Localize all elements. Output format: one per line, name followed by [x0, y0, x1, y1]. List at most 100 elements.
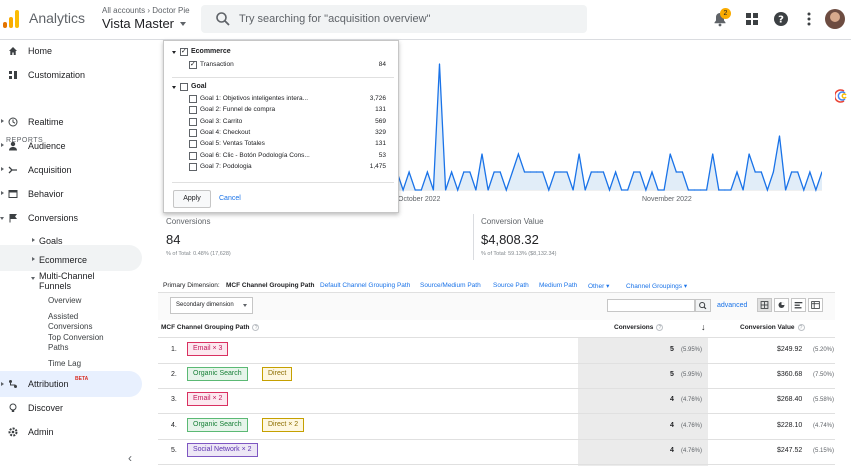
dimension-option-channel-groupings[interactable]: Channel Groupings ▾ [626, 283, 688, 290]
apply-button[interactable]: Apply [173, 190, 211, 208]
chart-point [590, 171, 592, 173]
channel-chip[interactable]: Social Network × 2 [187, 442, 258, 457]
help-icon[interactable]: ? [656, 324, 664, 331]
expand-arrow-icon[interactable] [1, 119, 4, 123]
table-search-button[interactable] [695, 299, 711, 312]
chart-point [639, 171, 641, 173]
search-input[interactable]: Try searching for "acquisition overview" [201, 5, 587, 33]
column-header-value[interactable]: Conversion Value? [740, 324, 805, 331]
goal-checkbox[interactable] [189, 106, 197, 115]
table-filter-input[interactable] [607, 299, 695, 312]
channel-chip[interactable]: Email × 2 [187, 392, 229, 407]
secondary-dimension-dropdown[interactable]: Secondary dimension [170, 297, 253, 314]
dimension-option-source[interactable]: Source Path [493, 282, 529, 289]
sidebar-item-assisted-conversions[interactable]: Assisted Conversions [48, 312, 92, 332]
sidebar-item-ecommerce[interactable]: Ecommerce [39, 255, 88, 265]
column-header-conversions[interactable]: Conversions? [614, 324, 664, 331]
help-icon[interactable]: ? [797, 324, 805, 331]
more-vert-icon[interactable] [801, 11, 817, 27]
row-conversions: 5 [670, 371, 674, 379]
sidebar-item-top-conversion-paths[interactable]: Top Conversion Paths [48, 333, 104, 353]
row-number: 4. [171, 421, 177, 429]
conversions-flag-icon [9, 214, 17, 223]
expand-arrow-icon[interactable] [1, 167, 4, 171]
goal-group-checkbox[interactable] [180, 83, 188, 91]
expand-arrow-icon[interactable] [1, 382, 4, 386]
column-header-path[interactable]: MCF Channel Grouping Path? [161, 324, 260, 331]
collapse-arrow-icon[interactable] [31, 277, 35, 280]
expand-arrow-icon[interactable] [32, 257, 35, 261]
help-icon[interactable]: ? [773, 11, 789, 27]
help-icon[interactable]: ? [252, 324, 260, 331]
collapse-arrow-icon[interactable] [0, 217, 4, 220]
view-selector[interactable]: Vista Master [102, 16, 175, 31]
apps-grid-icon[interactable] [744, 11, 760, 27]
cancel-button[interactable]: Cancel [219, 195, 241, 202]
chart-point [481, 153, 483, 155]
goal-checkbox[interactable] [189, 117, 197, 126]
channel-chip[interactable]: Organic Search [187, 417, 248, 432]
sidebar-item-admin[interactable]: Admin [28, 427, 54, 437]
sidebar-item-behavior[interactable]: Behavior [28, 189, 64, 199]
expand-arrow-icon[interactable] [32, 238, 35, 242]
table-view-icon[interactable] [757, 298, 772, 312]
sidebar-item-multi-channel[interactable]: Multi-Channel Funnels [39, 271, 95, 291]
table-row[interactable]: 4. Organic Search Direct × 2 4 (4.76%) $228.1… [158, 414, 835, 439]
sidebar-item-audience[interactable]: Audience [28, 141, 66, 151]
table-row[interactable]: 3. Email × 2 4 (4.76%) $268.40 (5.58%) [158, 388, 835, 413]
sidebar-item-realtime[interactable]: Realtime [28, 117, 64, 127]
goal-label: Goal 7: Podologia [200, 162, 252, 170]
dimension-option-default-channel[interactable]: Default Channel Grouping Path [320, 282, 411, 289]
sidebar-active-highlight [0, 371, 142, 397]
table-row[interactable]: 5. Social Network × 2 4 (4.76%) $247.52 (5.15… [158, 439, 835, 464]
account-breadcrumb[interactable]: All accounts › Doctor Pie [102, 6, 190, 15]
performance-view-icon[interactable] [791, 298, 806, 312]
sidebar-item-customization[interactable]: Customization [28, 70, 86, 80]
channel-chip[interactable]: Email × 3 [187, 342, 229, 356]
goal-count: 131 [375, 106, 386, 114]
goal-collapse-icon[interactable] [172, 86, 176, 89]
side-panel-logo-icon[interactable] [835, 88, 847, 104]
advanced-filter-link[interactable]: advanced [717, 302, 748, 309]
dimension-option-other[interactable]: Other ▾ [588, 283, 610, 290]
sidebar-item-overview[interactable]: Overview [48, 296, 82, 305]
sidebar-item-home[interactable]: Home [28, 46, 53, 56]
sidebar-item-goals[interactable]: Goals [39, 236, 63, 246]
goal-checkbox[interactable] [189, 128, 197, 137]
dimension-option-source-medium[interactable]: Source/Medium Path [420, 282, 481, 289]
chart-point [657, 189, 659, 191]
goal-checkbox[interactable] [189, 162, 197, 171]
pivot-view-icon[interactable] [808, 298, 823, 312]
channel-chip[interactable]: Organic Search [187, 367, 248, 382]
sidebar-item-discover[interactable]: Discover [28, 403, 64, 413]
transaction-checkbox[interactable] [189, 60, 197, 69]
row-value-pct: (7.50%) [813, 372, 835, 379]
channel-chip[interactable]: Direct [262, 367, 293, 382]
x-axis-label-october: October 2022 [398, 196, 441, 203]
analytics-logo[interactable] [3, 10, 19, 28]
sort-desc-arrow-icon[interactable]: ↓ [701, 322, 706, 332]
goal-label: Goal 3: Carrito [200, 117, 243, 125]
user-avatar[interactable] [825, 9, 845, 29]
sidebar-item-acquisition[interactable]: Acquisition [28, 165, 72, 175]
table-row[interactable]: 2. Organic Search Direct 5 (5.95%) $360.68 (7.… [158, 363, 835, 388]
dimension-option-medium[interactable]: Medium Path [539, 282, 578, 289]
chart-point [596, 171, 598, 173]
chart-point [633, 171, 635, 173]
sidebar-item-conversions[interactable]: Conversions [28, 213, 79, 223]
expand-arrow-icon[interactable] [1, 191, 4, 195]
expand-arrow-icon[interactable] [1, 143, 4, 147]
row-value: $228.10 [777, 421, 803, 429]
channel-chip[interactable]: Direct × 2 [262, 417, 305, 432]
table-row[interactable]: 1. Email × 3 5 (5.95%) $249.92 (5.20%) [158, 338, 835, 363]
ecommerce-checkbox[interactable] [180, 47, 188, 56]
pie-view-icon[interactable] [774, 298, 789, 312]
view-caret-icon[interactable] [180, 22, 186, 26]
collapse-sidebar-chevron-icon[interactable]: ‹ [128, 451, 132, 465]
ecommerce-collapse-icon[interactable] [172, 51, 176, 54]
goal-checkbox[interactable] [189, 140, 197, 149]
sidebar-item-time-lag[interactable]: Time Lag [48, 359, 82, 368]
sidebar-item-attribution[interactable]: Attribution [28, 379, 69, 389]
goal-checkbox[interactable] [189, 151, 197, 160]
goal-checkbox[interactable] [189, 95, 197, 103]
